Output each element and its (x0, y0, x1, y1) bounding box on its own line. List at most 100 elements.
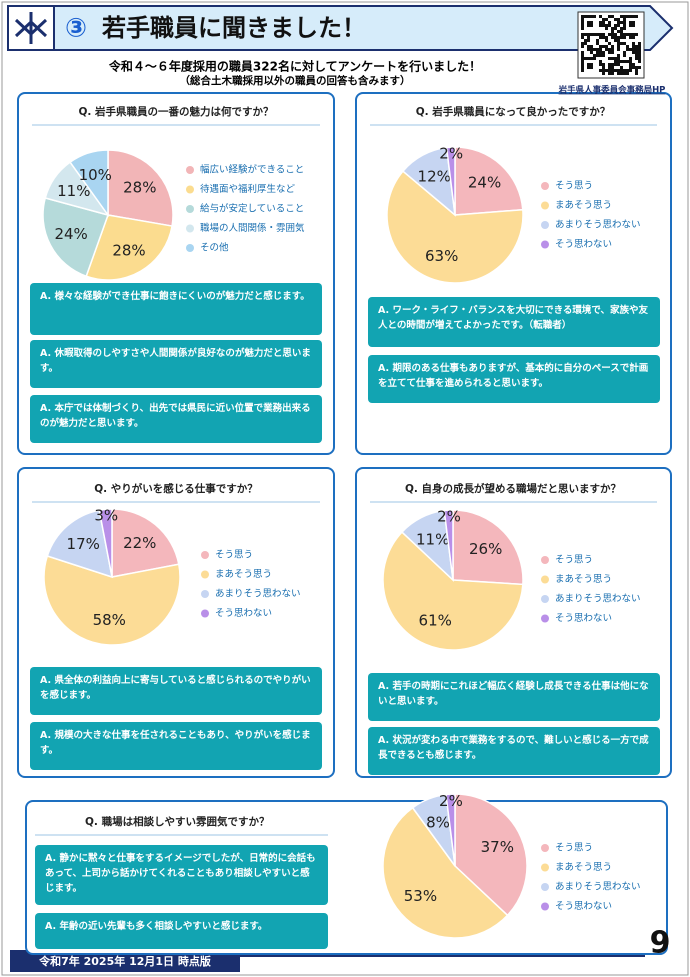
qr-cell (581, 66, 584, 69)
legend-label: まあそう思う (555, 574, 612, 585)
pie-slice (107, 149, 174, 227)
slice-label: 24% (54, 225, 87, 243)
answer: A. 規模の大きな仕事を任されることもあり、やりがいを感じます。 (30, 722, 322, 770)
panel (17, 92, 335, 455)
pie-slice (69, 149, 109, 218)
pie-slice (445, 793, 456, 867)
qr-cell (605, 18, 608, 21)
qr-cell (629, 24, 632, 27)
slice-label: 61% (419, 612, 452, 630)
qr-cell (608, 33, 611, 36)
qr-cell (581, 57, 584, 60)
legend-label: そう思う (555, 555, 593, 566)
qr-cell (599, 24, 602, 27)
qr-cell (629, 21, 632, 24)
qr-cell (590, 63, 593, 66)
qr-cell (611, 69, 614, 72)
qr-cell (599, 54, 602, 57)
qr-cell (632, 51, 635, 54)
slice-label: 2% (437, 508, 461, 526)
qr-cell (623, 42, 626, 45)
qr-cell (596, 39, 599, 42)
qr-cell (608, 42, 611, 45)
qr-cell (599, 15, 602, 18)
qr-cell (635, 69, 638, 72)
qr-cell (599, 48, 602, 51)
qr-cell (590, 33, 593, 36)
qr-cell (581, 36, 584, 39)
qr-cell (632, 42, 635, 45)
answer: A. 県全体の利益向上に寄与していると感じられるのでやりがいを感じます。 (30, 667, 322, 715)
slice-label: 28% (112, 241, 145, 259)
qr-cell (605, 27, 608, 30)
qr-cell (581, 21, 584, 24)
qr-cell (617, 30, 620, 33)
qr-cell (623, 51, 626, 54)
qr-cell (632, 48, 635, 51)
qr-cell (617, 45, 620, 48)
qr-cell (623, 72, 626, 75)
qr-cell (614, 18, 617, 21)
qr-cell (581, 33, 584, 36)
legend-label: あまりそう思わない (555, 594, 641, 605)
qr-cell (638, 51, 641, 54)
qr-cell (626, 33, 629, 36)
pie-slice (98, 508, 113, 578)
qr-cell (599, 69, 602, 72)
qr-cell (617, 24, 620, 27)
qr-cell (587, 21, 590, 24)
qr-cell (587, 24, 590, 27)
legend-dot (541, 575, 549, 584)
qr-cell (635, 51, 638, 54)
qr-cell (599, 51, 602, 54)
qr-cell (617, 18, 620, 21)
pie-slice (454, 793, 528, 917)
qr-cell (635, 54, 638, 57)
qr-cell (605, 36, 608, 39)
qr-cell (617, 57, 620, 60)
page-number: 9 (650, 926, 671, 961)
qr-cell (602, 69, 605, 72)
slice-label: 3% (94, 507, 118, 525)
question: Q. 岩手県職員になって良かったですか？ (416, 105, 611, 118)
qr-cell (623, 36, 626, 39)
qr-cell (602, 24, 605, 27)
qr-cell (617, 72, 620, 75)
answer: A. 休暇取得のしやすさや人間関係が良好なのが魅力だと思います。 (30, 340, 322, 388)
answer: A. 年齢の近い先輩も多く相談しやすいと感じます。 (35, 913, 328, 949)
legend-dot (186, 166, 194, 174)
qr-cell (632, 15, 635, 18)
qr-cell (620, 72, 623, 75)
qr-cell (587, 63, 590, 66)
answer: A. 静かに黙々と仕事をするイメージでしたが、日常的に会話もあって、上司から話か… (35, 845, 328, 905)
qr-cell (587, 45, 590, 48)
qr-cell (629, 57, 632, 60)
qr-cell (620, 15, 623, 18)
slice-label: 12% (418, 167, 451, 185)
question: Q. 職場は相談しやすい雰囲気ですか？ (85, 815, 269, 828)
qr-cell (620, 30, 623, 33)
qr-cell (635, 15, 638, 18)
qr-cell (629, 63, 632, 66)
qr-cell (623, 60, 626, 63)
qr-cell (608, 63, 611, 66)
pie-slice (445, 146, 456, 216)
legend-dot (201, 590, 209, 598)
qr-cell (611, 63, 614, 66)
qr-cell (623, 15, 626, 18)
note: （総合土木職採用以外の職員の回答も含みます） (180, 74, 411, 87)
pie-slice (43, 555, 181, 646)
legend-label: そう思わない (215, 608, 272, 619)
slice-label: 37% (481, 838, 514, 856)
qr-cell (611, 57, 614, 60)
pie-slice (452, 509, 524, 586)
qr-cell (590, 21, 593, 24)
qr-cell (602, 45, 605, 48)
legend-dot (541, 556, 549, 564)
qr-cell (629, 60, 632, 63)
legend-label: あまりそう思わない (215, 589, 301, 600)
qr-cell (602, 18, 605, 21)
